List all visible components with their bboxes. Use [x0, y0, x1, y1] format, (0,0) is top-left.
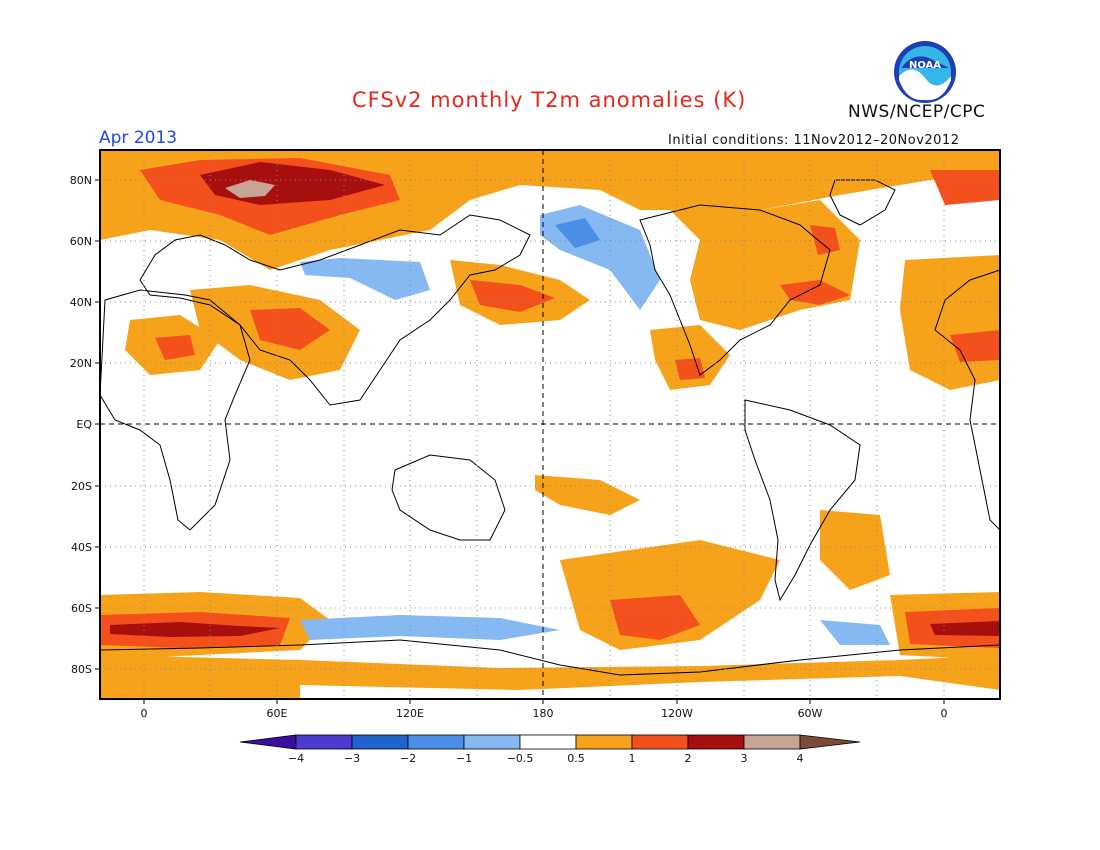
colorbar-swatch	[295, 734, 353, 750]
colorbar-label: −3	[344, 752, 360, 765]
colorbar-swatch	[463, 734, 521, 750]
colorbar-label: −0.5	[507, 752, 534, 765]
reference-lines	[100, 150, 1000, 699]
agency-label: NWS/NCEP/CPC	[848, 102, 986, 122]
lat-label: 40N	[70, 296, 92, 309]
lon-label: 0	[941, 707, 948, 720]
coastlines	[99, 179, 1001, 676]
colorbar-label: −4	[288, 752, 304, 765]
warm-mexico	[650, 325, 730, 390]
svg-text:NOAA: NOAA	[909, 60, 941, 71]
warm-greenland-core	[810, 225, 840, 255]
lat-label: 60N	[70, 235, 92, 248]
grid-lines	[100, 150, 1000, 699]
colorbar-swatch	[575, 734, 633, 750]
colorbar-swatch	[743, 734, 801, 750]
lon-label: 120W	[661, 707, 693, 720]
warm-pacific-sector	[560, 540, 780, 650]
lon-label: 180	[533, 707, 554, 720]
lat-label: 20N	[70, 357, 92, 370]
lat-label: 80S	[71, 663, 92, 676]
lat-label: 40S	[71, 541, 92, 554]
warm-south-pacific	[535, 475, 640, 515]
lat-label: 80N	[70, 174, 92, 187]
warm-mexico-core	[675, 358, 705, 380]
forecast-period: Apr 2013	[99, 128, 178, 148]
colorbar-swatch	[519, 734, 577, 750]
lat-label: EQ	[76, 418, 92, 431]
warm-arctic-right	[930, 170, 1000, 205]
colorbar-swatch	[799, 734, 861, 750]
antarctic-white	[300, 676, 1000, 699]
lon-label: 120E	[396, 707, 424, 720]
colorbar-label: −2	[400, 752, 416, 765]
cool-ross-sea	[300, 615, 560, 640]
lat-label: 60S	[71, 602, 92, 615]
warm-siberia-peak	[225, 180, 275, 198]
map-title: CFSv2 monthly T2m anomalies (K)	[352, 88, 747, 112]
cool-bering-core	[555, 218, 600, 248]
tick-marks	[95, 179, 945, 704]
warm-ne-us	[780, 280, 850, 305]
warm-southern-ocean-right-max	[930, 621, 1000, 636]
warm-nw-pacific-core	[470, 280, 555, 312]
warm-pacific-sector-core	[610, 595, 700, 640]
colorbar-swatch	[687, 734, 745, 750]
colorbar-label: 2	[685, 752, 692, 765]
warm-south-atlantic	[820, 510, 890, 590]
colorbar-label: 0.5	[567, 752, 585, 765]
lon-label: 0	[141, 707, 148, 720]
lat-label: 20S	[71, 480, 92, 493]
initial-conditions: Initial conditions: 11Nov2012–20Nov2012	[668, 133, 960, 148]
lon-label: 60W	[798, 707, 823, 720]
colorbar-label: 3	[741, 752, 748, 765]
lon-label: 60E	[267, 707, 288, 720]
colorbar-label: −1	[456, 752, 472, 765]
colorbar-swatch	[631, 734, 689, 750]
colorbar-swatch	[351, 734, 409, 750]
colorbar-label: 4	[797, 752, 804, 765]
warm-sahara-core	[155, 335, 195, 360]
warm-iran	[250, 308, 330, 350]
cool-bellingshausen	[820, 620, 890, 645]
warm-southern-ocean-max	[110, 622, 280, 637]
colorbar: −4 −3 −2 −1 −0.5 0.5 1 2 3 4	[239, 734, 861, 765]
noaa-logo: NOAA	[894, 41, 956, 103]
colorbar-label: 1	[629, 752, 636, 765]
colorbar-swatch	[239, 734, 297, 750]
colorbar-swatch	[407, 734, 465, 750]
cool-asia-band	[300, 258, 430, 300]
